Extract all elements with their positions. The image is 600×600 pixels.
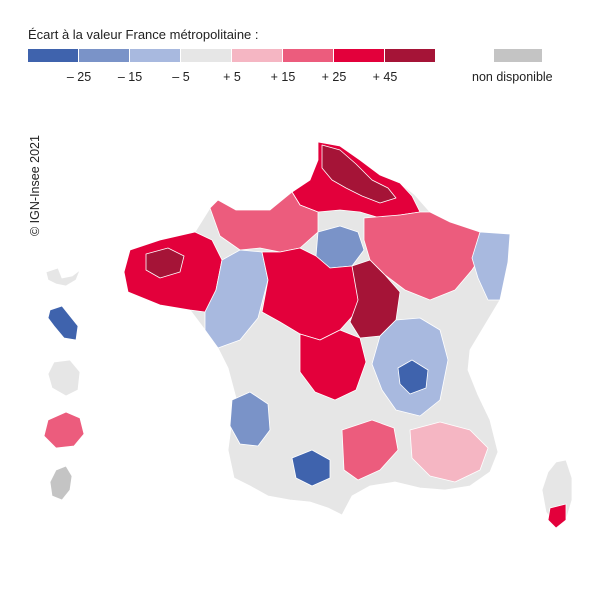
map-region-sud-ouest [229,391,271,447]
legend-na-swatch [494,49,542,62]
legend-swatch [283,49,333,62]
legend-na-label: non disponible [472,70,553,84]
legend-break-label: + 45 [372,70,398,84]
map-region-nord-core [321,144,397,204]
legend-swatch [181,49,231,62]
map-region-guadeloupe [45,267,81,287]
map-region-languedoc [341,419,399,481]
legend-break-label: + 5 [223,70,241,84]
map-region-bretagne-core [145,247,185,279]
legend-swatch [385,49,435,62]
legend-swatch [28,49,78,62]
map-region-alsace [471,231,511,301]
map-region-auvergne [299,329,367,401]
map-region-provence [409,421,489,483]
map-region-martinique [47,305,79,341]
map-region-pays-de-loire [204,249,269,349]
legend-title: Écart à la valeur France métropolitaine … [28,27,259,42]
legend-break-label: + 25 [321,70,347,84]
legend-swatch [334,49,384,62]
legend-break-label: – 15 [117,70,143,84]
map-region-alpes [397,359,429,395]
legend-break-label: + 15 [270,70,296,84]
map-region-normandie [209,191,319,253]
legend-color-scale [28,49,436,62]
map-region-corse-sud [547,503,567,529]
legend-swatch [232,49,282,62]
legend-break-label: – 25 [66,70,92,84]
map-region-mayotte [49,465,73,501]
map-region-reunion [43,411,85,449]
legend-swatch [79,49,129,62]
legend-break-labels: – 25 – 15 – 5 + 5 + 15 + 25 + 45 [28,70,428,86]
legend-swatch [130,49,180,62]
map-region-toulouse [291,449,331,487]
map-region-guyane [47,359,81,397]
legend-break-label: – 5 [172,70,190,84]
